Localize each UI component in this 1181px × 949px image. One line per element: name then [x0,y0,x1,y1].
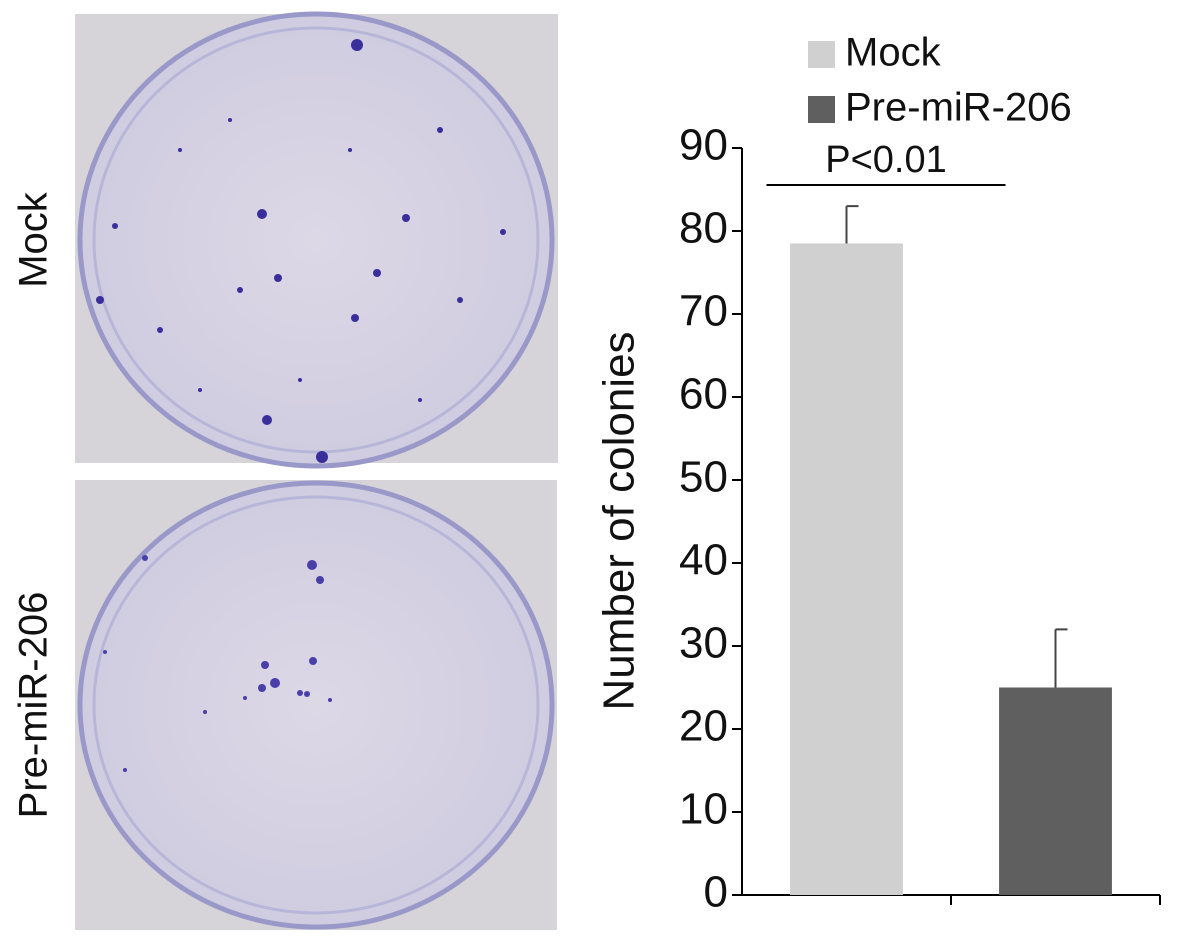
y-tick-label: 80 [679,204,728,253]
photo-premir [75,480,557,930]
legend-swatch [808,41,835,68]
panel-label: Pre-miR-206 [12,592,56,819]
y-axis-label: Number of colonies [595,331,644,710]
y-tick-label: 90 [679,121,728,170]
legend-swatch [808,96,835,123]
y-tick-label: 50 [679,453,728,502]
y-tick-label: 60 [679,370,728,419]
bar [999,687,1112,895]
bar [790,243,903,895]
error-bar [845,205,859,244]
legend-label: Pre-miR-206 [845,86,1072,130]
y-tick-label: 30 [679,619,728,668]
y-tick-label: 70 [679,287,728,336]
y-tick-label: 10 [679,785,728,834]
panel-label: Mock [12,191,56,288]
legend-label: Mock [845,31,942,75]
annotation: P<0.01 [825,139,947,181]
y-tick-label: 0 [704,868,728,917]
photo-mock [75,11,558,469]
y-tick-label: 20 [679,702,728,751]
y-tick-label: 40 [679,536,728,585]
error-bar [1054,628,1068,688]
